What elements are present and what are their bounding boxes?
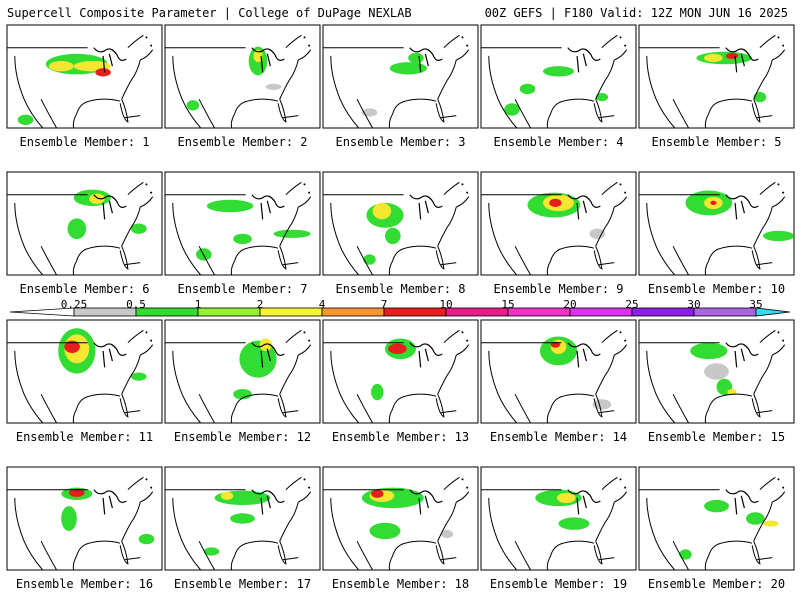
color-scale-bar	[9, 307, 791, 317]
panel-label: Ensemble Member: 5	[651, 135, 782, 149]
panel-label: Ensemble Member: 8	[335, 282, 466, 296]
map-panel	[6, 466, 163, 571]
map-panel	[164, 319, 321, 424]
colorbar-segment	[693, 307, 757, 317]
map-panel	[164, 24, 321, 129]
panel-label: Ensemble Member: 3	[335, 135, 466, 149]
colorbar-tick-label: 1	[194, 298, 202, 311]
map-panel	[322, 466, 479, 571]
map-panel	[638, 171, 795, 276]
map-panel	[6, 319, 163, 424]
colorbar-segment	[383, 307, 447, 317]
colorbar-tick-label: 0.5	[126, 298, 146, 311]
panel-label: Ensemble Member: 7	[177, 282, 308, 296]
colorbar-segment	[507, 307, 571, 317]
map-panel	[322, 24, 479, 129]
map-panel	[480, 171, 637, 276]
colorbar-segment	[445, 307, 509, 317]
panel-label: Ensemble Member: 1	[19, 135, 150, 149]
colorbar-segment	[321, 307, 385, 317]
colorbar-tick-label: 7	[380, 298, 388, 311]
map-panel	[6, 171, 163, 276]
colorbar-right-arrow	[755, 307, 791, 317]
map-panel	[6, 24, 163, 129]
panel-label: Ensemble Member: 11	[15, 430, 154, 444]
panel-label: Ensemble Member: 20	[647, 577, 786, 591]
panel-label: Ensemble Member: 9	[493, 282, 624, 296]
colorbar-tick-label: 10	[439, 298, 453, 311]
colorbar-tick-label: 35	[749, 298, 763, 311]
map-panel	[480, 24, 637, 129]
colorbar-segment	[569, 307, 633, 317]
colorbar-segment	[197, 307, 261, 317]
panel-label: Ensemble Member: 19	[489, 577, 628, 591]
map-panel	[164, 466, 321, 571]
panel-label: Ensemble Member: 14	[489, 430, 628, 444]
panel-label: Ensemble Member: 4	[493, 135, 624, 149]
panel-label: Ensemble Member: 13	[331, 430, 470, 444]
panel-label: Ensemble Member: 10	[647, 282, 786, 296]
panel-label: Ensemble Member: 17	[173, 577, 312, 591]
panel-label: Ensemble Member: 18	[331, 577, 470, 591]
colorbar-tick-label: 4	[318, 298, 326, 311]
map-panel	[322, 319, 479, 424]
map-title: Supercell Composite Parameter | College …	[7, 6, 412, 20]
map-panel	[480, 319, 637, 424]
colorbar-segment	[631, 307, 695, 317]
map-panel	[638, 24, 795, 129]
colorbar-tick-label: 25	[625, 298, 639, 311]
panel-label: Ensemble Member: 2	[177, 135, 308, 149]
colorbar-tick-label: 15	[501, 298, 515, 311]
map-panel	[638, 466, 795, 571]
colorbar-tick-label: 2	[256, 298, 264, 311]
map-panel	[164, 171, 321, 276]
colorbar-tick-label: 0.25	[60, 298, 88, 311]
colorbar-tick-label: 30	[687, 298, 701, 311]
map-panel	[638, 319, 795, 424]
colorbar-tick-label: 20	[563, 298, 577, 311]
valid-time-label: 00Z GEFS | F180 Valid: 12Z MON JUN 16 20…	[484, 6, 788, 20]
colorbar-segment	[259, 307, 323, 317]
map-panel	[322, 171, 479, 276]
panel-label: Ensemble Member: 6	[19, 282, 150, 296]
panel-label: Ensemble Member: 12	[173, 430, 312, 444]
panel-label: Ensemble Member: 16	[15, 577, 154, 591]
map-panel	[480, 466, 637, 571]
panel-label: Ensemble Member: 15	[647, 430, 786, 444]
